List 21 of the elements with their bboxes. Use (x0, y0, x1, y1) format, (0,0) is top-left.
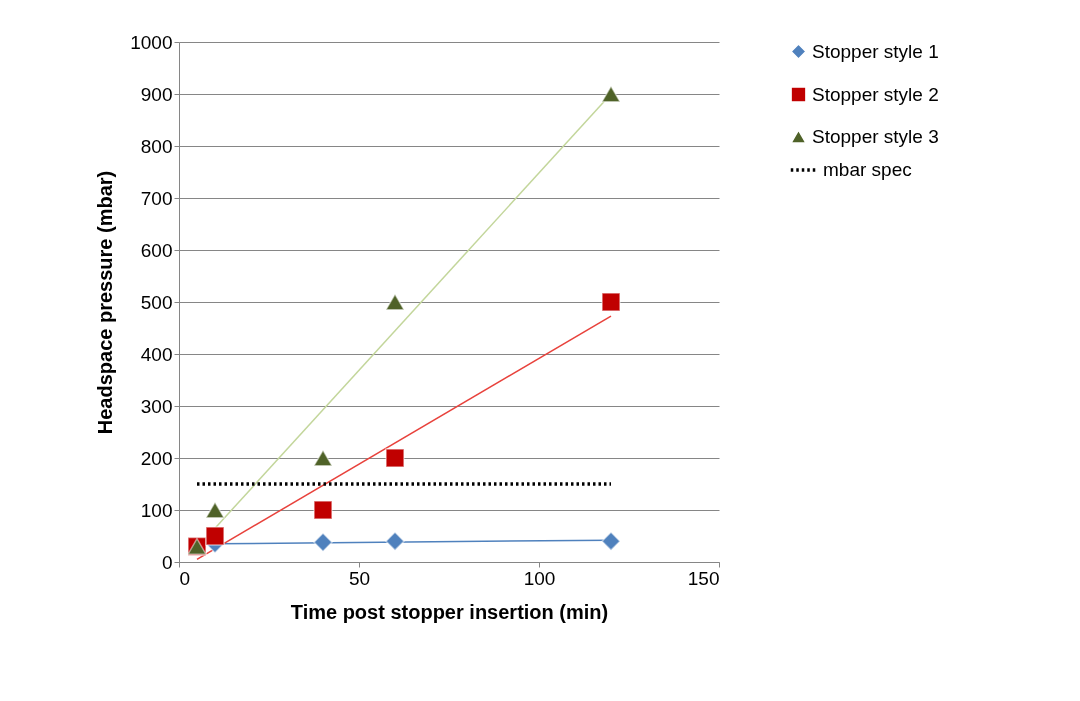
y-tick-label: 900 (140, 83, 173, 105)
y-tick-label: 500 (140, 291, 173, 313)
y-tick-label: 300 (140, 395, 173, 417)
y-axis-title: Headspace pressure (mbar) (94, 170, 117, 435)
y-tick-label: 200 (140, 447, 173, 469)
legend-label: mbar spec (823, 159, 912, 180)
x-tick-label: 0 (179, 567, 191, 589)
y-tick-label: 600 (140, 239, 173, 261)
y-tick-label: 700 (140, 187, 173, 209)
y-tick-label: 0 (161, 551, 173, 573)
x-tick-label: 150 (687, 567, 720, 589)
y-tick-label: 800 (140, 135, 173, 157)
y-tick-label: 400 (140, 343, 173, 365)
x-tick-label: 50 (348, 567, 371, 589)
legend-label: Stopper style 2 (812, 83, 939, 105)
legend-label: Stopper style 3 (812, 125, 939, 147)
x-axis-title: Time post stopper insertion (min) (290, 600, 609, 623)
x-tick-label: 100 (523, 567, 556, 589)
y-tick-label: 1000 (130, 31, 173, 53)
legend-label: Stopper style 1 (812, 40, 939, 62)
y-tick-label: 100 (140, 499, 173, 521)
